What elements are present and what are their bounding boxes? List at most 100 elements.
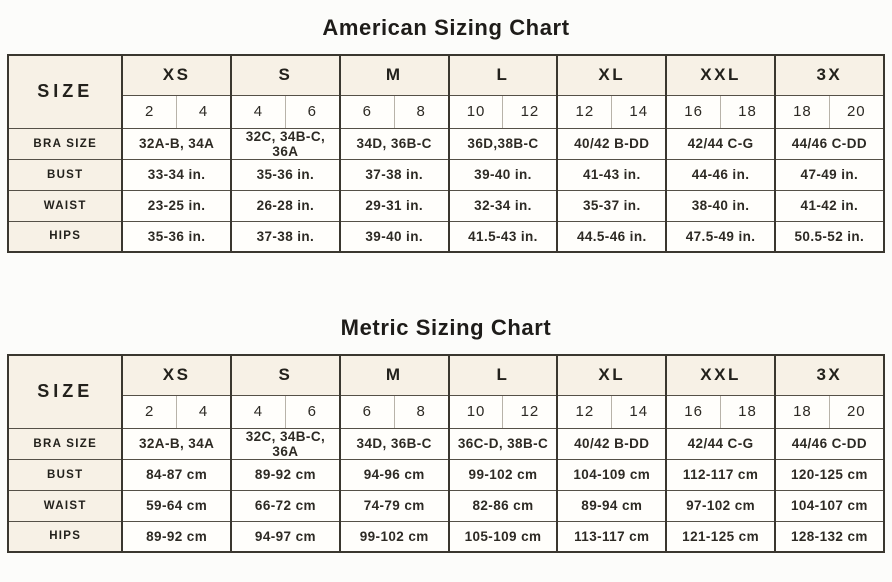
size-group-xl: XL: [556, 54, 668, 96]
size-group-xs: XS: [121, 354, 233, 396]
numeric-size-cell: 14: [611, 394, 668, 429]
measurement-cell: 47-49 in.: [773, 158, 885, 191]
measurement-cell: 32A-B, 34A: [121, 127, 233, 160]
measurement-cell: 39-40 in.: [338, 220, 450, 253]
numeric-size-cell: 4: [230, 394, 286, 429]
size-group-xxl: XXL: [665, 54, 776, 96]
measurement-cell: 32C, 34B-C, 36A: [230, 127, 341, 160]
measurement-cell: 44.5-46 in.: [556, 220, 668, 253]
measurement-cell: 33-34 in.: [121, 158, 233, 191]
measurement-cell: 32C, 34B-C, 36A: [230, 427, 341, 460]
measurement-cell: 40/42 B-DD: [556, 127, 668, 160]
measurement-cell: 94-97 cm: [230, 520, 341, 553]
measurement-cell: 41-42 in.: [773, 189, 885, 222]
numeric-size-cell: 20: [828, 394, 885, 429]
numeric-size-cell: 18: [720, 394, 776, 429]
measurement-cell: 44-46 in.: [665, 158, 776, 191]
numeric-size-cell: 4: [176, 94, 233, 129]
measurement-cell: 84-87 cm: [121, 458, 233, 491]
metric-sizing-table: SIZE XS S M L XL XXL 3X 2 4 4 6 6 8 10 12 12 14 16 18 18 20 BR…: [7, 354, 885, 553]
american-sizing-table: SIZE XS S M L XL XXL 3X 2 4 4 6 6 8 10 12 12 14 16 18 18 20 BR…: [7, 54, 885, 253]
metric-sizing-chart-section: Metric Sizing Chart SIZE XS S M L XL XXL 3X 2 4 4 6…: [0, 253, 892, 553]
measurement-cell: 41-43 in.: [556, 158, 668, 191]
measurement-cell: 120-125 cm: [773, 458, 885, 491]
measurement-cell: 99-102 cm: [447, 458, 559, 491]
measurement-cell: 32-34 in.: [447, 189, 559, 222]
measurement-cell: 29-31 in.: [338, 189, 450, 222]
measurement-cell: 104-107 cm: [773, 489, 885, 522]
size-group-xs: XS: [121, 54, 233, 96]
size-group-s: S: [230, 354, 341, 396]
measurement-cell: 35-37 in.: [556, 189, 668, 222]
measurement-cell: 128-132 cm: [773, 520, 885, 553]
numeric-size-cell: 20: [828, 94, 885, 129]
numeric-size-cell: 6: [338, 394, 395, 429]
row-label-waist: WAIST: [8, 189, 124, 222]
measurement-cell: 26-28 in.: [230, 189, 341, 222]
measurement-cell: 89-92 cm: [121, 520, 233, 553]
numeric-size-cell: 12: [502, 94, 559, 129]
numeric-size-cell: 16: [665, 394, 722, 429]
measurement-cell: 94-96 cm: [338, 458, 450, 491]
measurement-cell: 44/46 C-DD: [773, 127, 885, 160]
american-sizing-chart-section: American Sizing Chart SIZE XS S M L XL XXL 3X 2 4…: [0, 0, 892, 253]
numeric-size-cell: 10: [447, 94, 504, 129]
measurement-cell: 121-125 cm: [665, 520, 776, 553]
numeric-size-cell: 12: [556, 94, 613, 129]
numeric-size-cell: 6: [338, 94, 395, 129]
measurement-cell: 37-38 in.: [338, 158, 450, 191]
measurement-cell: 35-36 in.: [121, 220, 233, 253]
measurement-cell: 34D, 36B-C: [338, 427, 450, 460]
measurement-cell: 36D,38B-C: [447, 127, 559, 160]
measurement-cell: 74-79 cm: [338, 489, 450, 522]
numeric-size-cell: 12: [556, 394, 613, 429]
numeric-size-cell: 6: [284, 94, 341, 129]
measurement-cell: 89-92 cm: [230, 458, 341, 491]
measurement-cell: 41.5-43 in.: [447, 220, 559, 253]
measurement-cell: 113-117 cm: [556, 520, 668, 553]
measurement-cell: 59-64 cm: [121, 489, 233, 522]
numeric-size-cell: 12: [502, 394, 559, 429]
row-label-bust: BUST: [8, 458, 124, 491]
metric-chart-title: Metric Sizing Chart: [340, 315, 552, 340]
numeric-size-cell: 2: [121, 394, 178, 429]
measurement-cell: 32A-B, 34A: [121, 427, 233, 460]
row-label-hips: HIPS: [8, 220, 124, 253]
measurement-cell: 35-36 in.: [230, 158, 341, 191]
measurement-cell: 89-94 cm: [556, 489, 668, 522]
numeric-size-cell: 16: [665, 94, 722, 129]
row-label-hips: HIPS: [8, 520, 124, 553]
row-label-bra-size: BRA SIZE: [8, 427, 124, 460]
american-chart-title: American Sizing Chart: [322, 15, 570, 40]
measurement-cell: 66-72 cm: [230, 489, 341, 522]
numeric-size-cell: 8: [393, 94, 450, 129]
measurement-cell: 23-25 in.: [121, 189, 233, 222]
size-group-3x: 3X: [773, 54, 885, 96]
numeric-size-cell: 18: [773, 394, 830, 429]
measurement-cell: 50.5-52 in.: [773, 220, 885, 253]
numeric-size-cell: 4: [176, 394, 233, 429]
numeric-size-cell: 6: [284, 394, 341, 429]
measurement-cell: 97-102 cm: [665, 489, 776, 522]
measurement-cell: 38-40 in.: [665, 189, 776, 222]
size-header-cell: SIZE: [8, 54, 124, 129]
measurement-cell: 34D, 36B-C: [338, 127, 450, 160]
measurement-cell: 42/44 C-G: [665, 127, 776, 160]
row-label-bra-size: BRA SIZE: [8, 127, 124, 160]
measurement-cell: 47.5-49 in.: [665, 220, 776, 253]
numeric-size-cell: 2: [121, 94, 178, 129]
measurement-cell: 42/44 C-G: [665, 427, 776, 460]
size-group-l: L: [447, 354, 559, 396]
measurement-cell: 112-117 cm: [665, 458, 776, 491]
row-label-bust: BUST: [8, 158, 124, 191]
measurement-cell: 104-109 cm: [556, 458, 668, 491]
numeric-size-cell: 8: [393, 394, 450, 429]
size-group-l: L: [447, 54, 559, 96]
size-group-xxl: XXL: [665, 354, 776, 396]
numeric-size-cell: 18: [773, 94, 830, 129]
numeric-size-cell: 4: [230, 94, 286, 129]
numeric-size-cell: 14: [611, 94, 668, 129]
measurement-cell: 39-40 in.: [447, 158, 559, 191]
numeric-size-cell: 10: [447, 394, 504, 429]
